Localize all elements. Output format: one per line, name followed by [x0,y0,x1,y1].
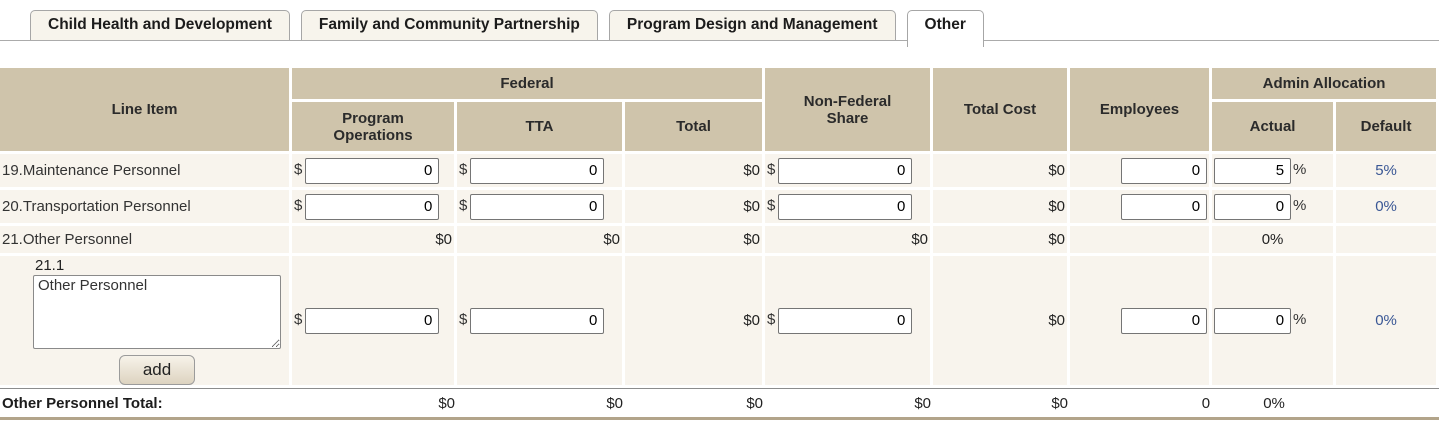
header-federal: Federal [292,68,766,102]
percent-sign: % [1293,197,1307,215]
header-line-item: Line Item [0,68,292,154]
header-actual: Actual [1212,102,1337,154]
tab-program-design-and-management[interactable]: Program Design and Management [608,10,896,40]
header-total-cost: Total Cost [933,68,1071,154]
dollar-sign: $ [459,161,468,179]
dollar-sign: $ [767,197,776,215]
row20-total-cost: $0 [933,190,1071,226]
row21-non-federal-share: $0 [765,226,934,256]
row20-employees-input[interactable] [1121,193,1208,220]
tab-family-and-community-partnership[interactable]: Family and Community Partnership [300,10,598,40]
total-federal-total: $0 [625,388,766,420]
row21-total-cost: $0 [933,226,1071,256]
row20-non-federal-share-input[interactable] [778,193,913,220]
total-non-federal-share: $0 [765,388,934,420]
budget-table: Line Item Federal Non-Federal Share Tota… [0,68,1439,420]
table-row-transportation-personnel: 20.Transportation Personnel $ $ $0 $ $0 … [0,190,1439,226]
row21-program-operations: $0 [292,226,457,256]
tab-other[interactable]: Other [906,10,984,47]
total-employees: 0 [1070,388,1213,420]
row21-1-federal-total: $0 [625,256,766,388]
row20-federal-total: $0 [625,190,766,226]
line-item-label: 21.Other Personnel [0,226,292,256]
row19-non-federal-share-input[interactable] [778,157,913,184]
row21-1-total-cost: $0 [933,256,1071,388]
row20-default-value: 0% [1336,190,1439,226]
row21-default [1336,226,1439,256]
table-row-maintenance-personnel: 19.Maintenance Personnel $ $ $0 $ $0 % 5… [0,154,1439,190]
table-row-other-personnel-detail: 21.1 Other Personnel add $ $ $0 $ $0 % 0… [0,256,1439,388]
total-program-operations: $0 [292,388,457,420]
dollar-sign: $ [767,311,776,329]
dollar-sign: $ [294,197,303,215]
header-non-federal-share: Non-Federal Share [765,68,934,154]
row19-employees-input[interactable] [1121,157,1208,184]
row20-program-operations-input[interactable] [305,193,440,220]
row21-1-non-federal-share-input[interactable] [778,307,913,334]
add-button[interactable]: add [118,354,196,385]
row19-actual-input[interactable] [1214,157,1292,184]
header-default: Default [1336,102,1439,154]
line-item-label: 19.Maintenance Personnel [0,154,292,190]
total-default [1336,388,1439,420]
row21-1-default-value: 0% [1336,256,1439,388]
line-item-label: 20.Transportation Personnel [0,190,292,226]
row19-federal-total: $0 [625,154,766,190]
row20-actual-input[interactable] [1214,193,1292,220]
total-actual: 0% [1212,388,1337,420]
row19-total-cost: $0 [933,154,1071,190]
row21-1-employees-input[interactable] [1121,307,1208,334]
row19-tta-input[interactable] [470,157,605,184]
header-admin-allocation: Admin Allocation [1212,68,1439,102]
header-program-operations: Program Operations [292,102,457,154]
row21-1-program-operations-input[interactable] [305,307,440,334]
dollar-sign: $ [459,311,468,329]
total-total-cost: $0 [933,388,1071,420]
row20-tta-input[interactable] [470,193,605,220]
other-personnel-description-textarea[interactable]: Other Personnel [33,274,281,349]
total-row-label: Other Personnel Total: [0,388,292,420]
header-employees: Employees [1070,68,1213,154]
row19-program-operations-input[interactable] [305,157,440,184]
dollar-sign: $ [294,311,303,329]
row19-default-value: 5% [1336,154,1439,190]
row21-employees [1070,226,1213,256]
total-tta: $0 [457,388,625,420]
row21-1-tta-input[interactable] [470,307,605,334]
sub-row-number: 21.1 [35,256,65,274]
dollar-sign: $ [294,161,303,179]
table-row-other-personnel-total: Other Personnel Total: $0 $0 $0 $0 $0 0 … [0,388,1439,420]
row21-tta: $0 [457,226,625,256]
row21-actual: 0% [1212,226,1337,256]
row21-federal-total: $0 [625,226,766,256]
dollar-sign: $ [459,197,468,215]
percent-sign: % [1293,311,1307,329]
header-total: Total [625,102,766,154]
header-tta: TTA [457,102,625,154]
dollar-sign: $ [767,161,776,179]
tab-child-health-and-development[interactable]: Child Health and Development [30,10,290,40]
row21-1-actual-input[interactable] [1214,307,1292,334]
tab-bar: Child Health and Development Family and … [0,0,1439,47]
table-row-other-personnel-summary: 21.Other Personnel $0 $0 $0 $0 $0 0% [0,226,1439,256]
percent-sign: % [1293,161,1307,179]
